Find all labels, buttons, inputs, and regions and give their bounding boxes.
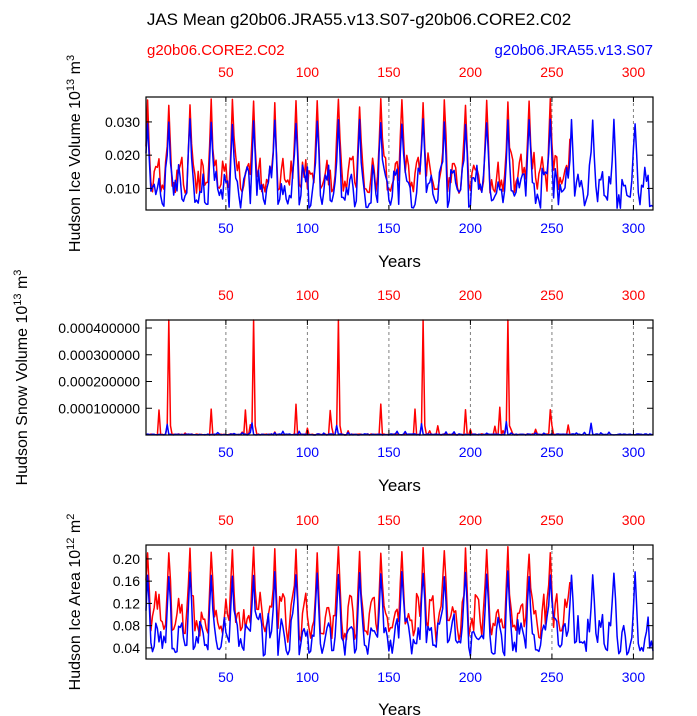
x-tick-label-top: 150 [377, 287, 401, 303]
x-tick-label-bottom: 300 [622, 669, 646, 685]
legend-blue-label: g20b06.JRA55.v13.S07 [495, 42, 653, 59]
x-tick-label-top: 50 [218, 287, 234, 303]
series-line-blue [145, 118, 654, 209]
x-axis-label: Years [378, 252, 421, 271]
x-tick-label-top: 200 [459, 64, 483, 80]
y-axis-label: Hudson Snow Volume 1013 m3 [12, 270, 31, 486]
y-tick-label: 0.030 [105, 114, 140, 130]
x-tick-label-bottom: 250 [540, 444, 564, 460]
y-tick-label: 0.12 [113, 595, 140, 611]
x-tick-label-bottom: 200 [459, 444, 483, 460]
x-tick-label-top: 50 [218, 64, 234, 80]
x-tick-label-bottom: 300 [622, 444, 646, 460]
y-tick-label: 0.04 [113, 640, 140, 656]
x-tick-label-bottom: 300 [622, 220, 646, 236]
x-tick-label-bottom: 250 [540, 220, 564, 236]
x-tick-label-bottom: 50 [218, 669, 234, 685]
x-tick-label-top: 250 [540, 512, 564, 528]
x-tick-label-bottom: 200 [459, 669, 483, 685]
x-tick-label-top: 100 [296, 287, 320, 303]
x-tick-label-top: 200 [459, 512, 483, 528]
x-tick-label-top: 300 [622, 287, 646, 303]
x-tick-label-bottom: 100 [296, 669, 320, 685]
y-tick-label: 0.08 [113, 618, 140, 634]
x-tick-label-top: 300 [622, 512, 646, 528]
x-tick-label-top: 100 [296, 64, 320, 80]
x-tick-label-top: 150 [377, 512, 401, 528]
y-tick-label: 0.000200000 [58, 374, 140, 390]
legend-red-label: g20b06.CORE2.C02 [147, 42, 285, 59]
x-tick-label-bottom: 100 [296, 220, 320, 236]
x-tick-label-bottom: 200 [459, 220, 483, 236]
y-tick-label: 0.020 [105, 147, 140, 163]
plot-frame [145, 319, 654, 436]
series-line-blue [145, 420, 654, 436]
x-tick-label-top: 150 [377, 64, 401, 80]
plot-frame [145, 96, 654, 211]
series-line-red [145, 545, 571, 643]
x-tick-label-bottom: 100 [296, 444, 320, 460]
y-tick-label: 0.000300000 [58, 347, 140, 363]
x-tick-label-top: 200 [459, 287, 483, 303]
x-tick-label-top: 300 [622, 64, 646, 80]
x-axis-label: Years [378, 476, 421, 495]
y-axis-label: Hudson Ice Area 1012 m2 [65, 514, 84, 691]
chart-panels: 0.010 0.020 0.030 50 100 150 200 250 300 50 100 150… [12, 55, 654, 716]
chart-panel-ice-area: 0.04 0.08 0.12 0.16 0.20 50 100 150 200 250 300 50 1… [65, 512, 654, 716]
plot-frame [145, 544, 654, 660]
x-tick-label-bottom: 50 [218, 220, 234, 236]
x-tick-label-top: 50 [218, 512, 234, 528]
figure-title: JAS Mean g20b06.JRA55.v13.S07-g20b06.COR… [147, 10, 571, 29]
y-tick-label: 0.000100000 [58, 400, 140, 416]
x-tick-label-bottom: 150 [377, 444, 401, 460]
x-tick-label-bottom: 50 [218, 444, 234, 460]
x-tick-label-bottom: 150 [377, 220, 401, 236]
chart-panel-snow-volume: 0.000100000 0.000200000 0.000300000 0.00040… [12, 270, 654, 495]
series-line-red [145, 319, 571, 436]
y-tick-label: 0.16 [113, 573, 140, 589]
series-line-blue [145, 570, 654, 657]
x-tick-label-top: 250 [540, 64, 564, 80]
y-tick-label: 0.010 [105, 180, 140, 196]
x-tick-label-top: 100 [296, 512, 320, 528]
x-axis-label: Years [378, 700, 421, 716]
y-axis-label: Hudson Ice Volume 1013 m3 [65, 55, 84, 252]
x-tick-label-top: 250 [540, 287, 564, 303]
x-tick-label-bottom: 250 [540, 669, 564, 685]
chart-panel-ice-volume: 0.010 0.020 0.030 50 100 150 200 250 300 50 100 150… [65, 55, 654, 271]
y-tick-label: 0.000400000 [58, 320, 140, 336]
y-tick-label: 0.20 [113, 551, 140, 567]
x-tick-label-bottom: 150 [377, 669, 401, 685]
